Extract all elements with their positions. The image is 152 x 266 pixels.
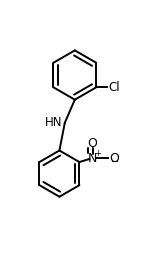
Text: O: O: [88, 137, 97, 150]
Text: N: N: [88, 152, 97, 165]
Text: O: O: [109, 152, 119, 165]
Text: HN: HN: [45, 116, 62, 129]
Text: +: +: [94, 149, 101, 159]
Text: −: −: [111, 157, 119, 167]
Text: Cl: Cl: [109, 81, 120, 94]
